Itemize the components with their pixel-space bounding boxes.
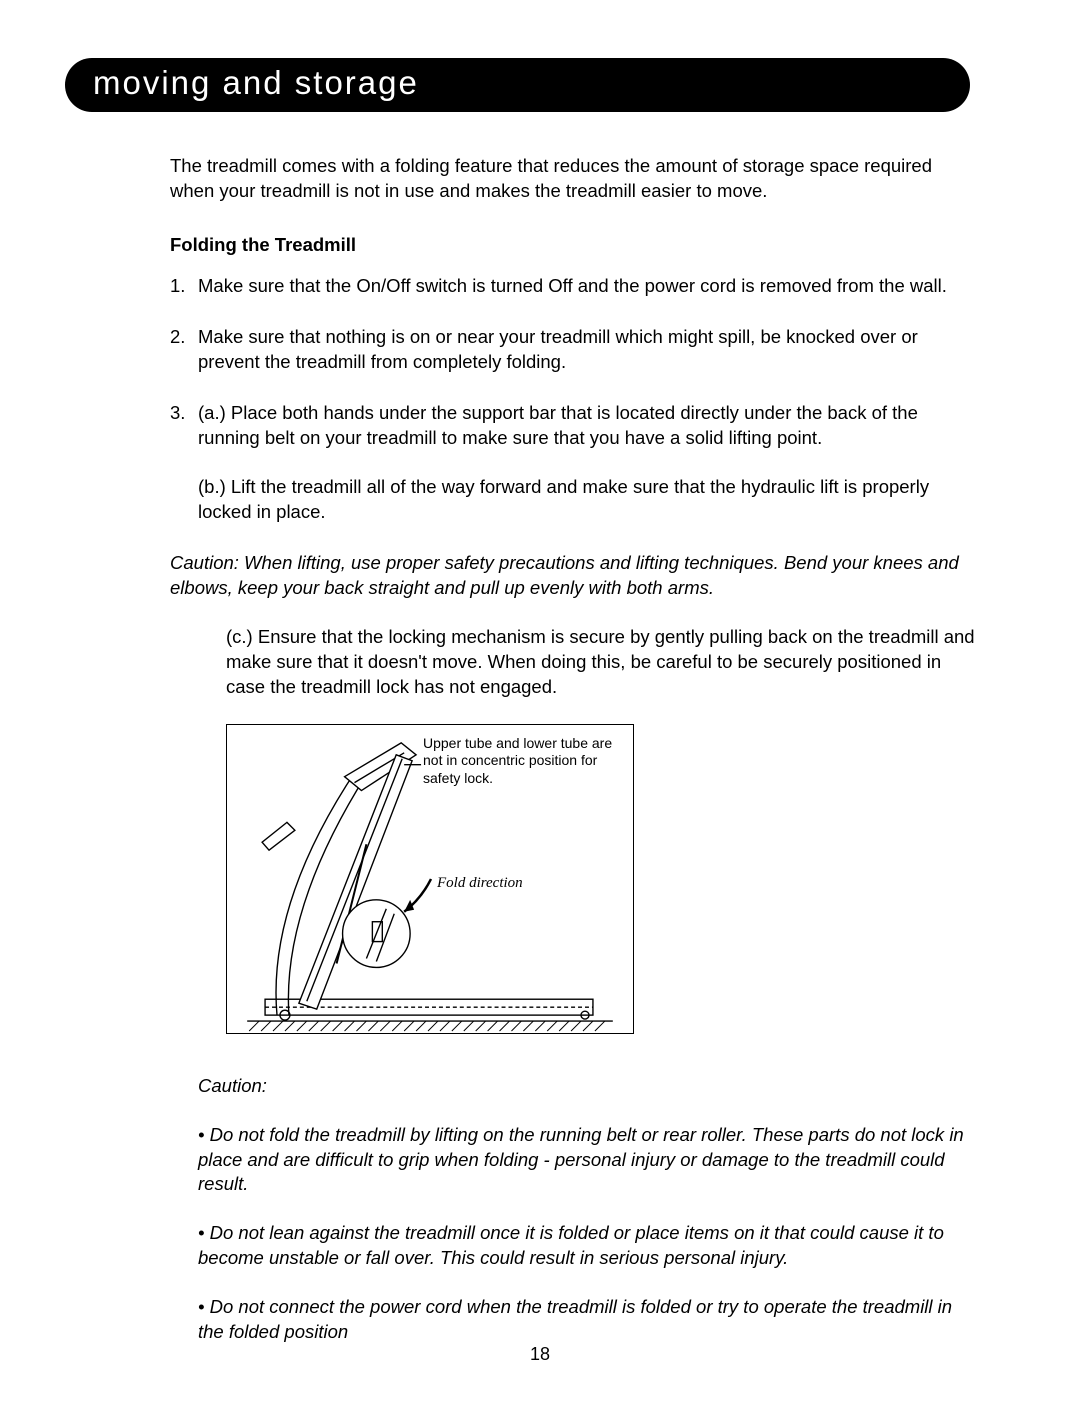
step-number: 3. (170, 401, 185, 426)
caution-item-2: • Do not lean against the treadmill once… (198, 1221, 980, 1271)
step-number: 1. (170, 274, 185, 299)
caution-lifting: Caution: When lifting, use proper safety… (170, 551, 980, 601)
caution-item-1: • Do not fold the treadmill by lifting o… (198, 1123, 980, 1198)
figure-label-tubes: Upper tube and lower tube are not in con… (423, 735, 623, 788)
step-text: Make sure that the On/Off switch is turn… (198, 275, 947, 296)
step-3c: (c.) Ensure that the locking mechanism i… (170, 625, 980, 700)
page-number: 18 (0, 1344, 1080, 1365)
intro-paragraph: The treadmill comes with a folding featu… (170, 154, 980, 204)
folding-diagram: Upper tube and lower tube are not in con… (226, 724, 634, 1034)
section-title: moving and storage (93, 64, 942, 102)
caution-item-3: • Do not connect the power cord when the… (198, 1295, 980, 1345)
step-number: 2. (170, 325, 185, 350)
step-2: 2. Make sure that nothing is on or near … (198, 325, 980, 375)
subheading-folding: Folding the Treadmill (170, 234, 980, 256)
step-3: 3. (a.) Place both hands under the suppo… (198, 401, 980, 525)
step-text: Make sure that nothing is on or near you… (198, 326, 918, 372)
step-3b: (b.) Lift the treadmill all of the way f… (198, 475, 980, 525)
caution-heading: Caution: (198, 1074, 980, 1099)
figure-label-fold-direction: Fold direction (437, 875, 523, 892)
page: moving and storage The treadmill comes w… (0, 0, 1080, 1409)
step-1: 1. Make sure that the On/Off switch is t… (198, 274, 980, 299)
step-text: (a.) Place both hands under the support … (198, 402, 918, 448)
section-header-bar: moving and storage (65, 58, 970, 112)
caution-block: Caution: • Do not fold the treadmill by … (198, 1074, 980, 1346)
content-area: The treadmill comes with a folding featu… (65, 154, 1000, 1345)
steps-list: 1. Make sure that the On/Off switch is t… (170, 274, 980, 525)
